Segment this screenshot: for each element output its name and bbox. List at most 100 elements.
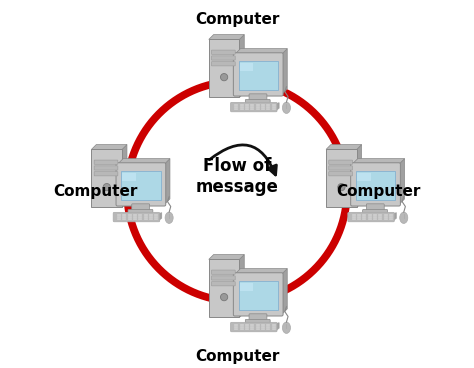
Bar: [272, 326, 275, 328]
Bar: [266, 324, 270, 326]
Text: Computer: Computer: [195, 12, 279, 27]
Bar: [250, 104, 254, 106]
FancyArrowPatch shape: [210, 145, 276, 175]
Polygon shape: [209, 255, 244, 259]
Bar: [245, 106, 249, 107]
FancyBboxPatch shape: [211, 270, 235, 274]
Bar: [138, 214, 142, 216]
Bar: [373, 216, 377, 217]
FancyBboxPatch shape: [94, 172, 118, 176]
Polygon shape: [276, 323, 279, 331]
Bar: [122, 214, 126, 216]
Bar: [209, 259, 239, 318]
Ellipse shape: [400, 212, 408, 223]
Bar: [240, 63, 254, 71]
Bar: [245, 324, 249, 326]
Bar: [261, 108, 265, 110]
Polygon shape: [122, 145, 127, 208]
Circle shape: [338, 184, 345, 191]
Bar: [144, 214, 147, 216]
Bar: [234, 106, 238, 107]
Bar: [272, 328, 275, 330]
Bar: [122, 173, 136, 181]
FancyBboxPatch shape: [246, 319, 270, 324]
Polygon shape: [393, 213, 396, 221]
Bar: [250, 324, 254, 326]
Bar: [266, 104, 270, 106]
Circle shape: [103, 184, 110, 191]
Bar: [261, 326, 265, 328]
FancyBboxPatch shape: [249, 314, 267, 321]
FancyBboxPatch shape: [94, 166, 118, 170]
Bar: [250, 108, 254, 110]
Bar: [357, 216, 361, 217]
Bar: [357, 173, 371, 181]
Bar: [117, 218, 121, 220]
Bar: [144, 218, 147, 220]
Bar: [234, 104, 238, 106]
Bar: [378, 216, 382, 217]
FancyBboxPatch shape: [211, 62, 235, 66]
Ellipse shape: [165, 212, 173, 223]
Bar: [128, 216, 132, 217]
Bar: [245, 108, 249, 110]
Circle shape: [220, 294, 228, 301]
Bar: [250, 106, 254, 107]
Bar: [356, 171, 395, 200]
Bar: [122, 216, 126, 217]
Bar: [272, 324, 275, 326]
Bar: [272, 108, 275, 110]
Bar: [239, 108, 244, 110]
Polygon shape: [326, 145, 362, 149]
Bar: [154, 214, 158, 216]
Bar: [122, 218, 126, 220]
Bar: [149, 216, 153, 217]
Bar: [261, 328, 265, 330]
Bar: [154, 218, 158, 220]
Polygon shape: [118, 159, 170, 164]
FancyBboxPatch shape: [366, 204, 384, 211]
FancyBboxPatch shape: [113, 212, 160, 222]
Bar: [362, 214, 366, 216]
FancyBboxPatch shape: [249, 94, 267, 101]
Polygon shape: [352, 159, 405, 164]
Polygon shape: [276, 103, 279, 111]
FancyBboxPatch shape: [329, 166, 353, 170]
FancyBboxPatch shape: [351, 163, 401, 206]
Bar: [133, 216, 137, 217]
Bar: [272, 106, 275, 107]
Polygon shape: [239, 35, 244, 98]
Polygon shape: [209, 35, 244, 39]
Polygon shape: [235, 49, 287, 54]
Polygon shape: [399, 159, 405, 205]
Text: Computer: Computer: [54, 184, 138, 199]
Polygon shape: [164, 159, 170, 205]
Polygon shape: [357, 145, 362, 208]
FancyBboxPatch shape: [211, 50, 235, 54]
Bar: [255, 326, 260, 328]
Bar: [209, 39, 239, 98]
Bar: [234, 324, 238, 326]
Bar: [245, 326, 249, 328]
Bar: [266, 328, 270, 330]
Bar: [367, 218, 372, 220]
FancyBboxPatch shape: [230, 322, 277, 332]
Bar: [117, 216, 121, 217]
Polygon shape: [235, 269, 287, 274]
FancyBboxPatch shape: [329, 172, 353, 176]
Ellipse shape: [283, 322, 291, 333]
FancyBboxPatch shape: [94, 160, 118, 164]
FancyBboxPatch shape: [233, 273, 283, 316]
Bar: [239, 104, 244, 106]
Bar: [240, 283, 254, 291]
Bar: [133, 218, 137, 220]
Bar: [128, 218, 132, 220]
Bar: [239, 324, 244, 326]
FancyBboxPatch shape: [211, 276, 235, 280]
Bar: [373, 218, 377, 220]
Bar: [250, 328, 254, 330]
FancyBboxPatch shape: [230, 102, 277, 112]
Bar: [326, 149, 357, 208]
Polygon shape: [282, 49, 287, 95]
Bar: [149, 214, 153, 216]
